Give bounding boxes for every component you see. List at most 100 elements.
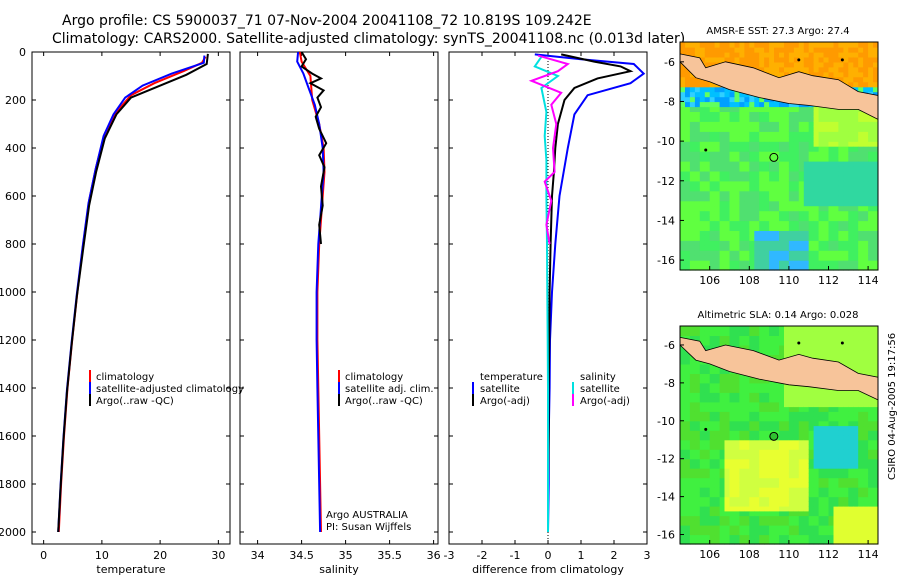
map-cell (734, 235, 740, 241)
map-cell (739, 401, 745, 408)
map-cell (734, 185, 740, 192)
map-cell (680, 235, 686, 241)
map-cell (764, 491, 770, 498)
map-cell (744, 444, 750, 450)
map-cell (689, 210, 696, 217)
map-cell (833, 225, 839, 231)
map-cell (788, 210, 795, 217)
map-cell (689, 260, 696, 266)
map-cell (828, 529, 834, 536)
map-cell (808, 349, 815, 355)
map-cell (823, 539, 829, 545)
map-cell (868, 161, 874, 167)
map-cell (734, 121, 740, 127)
map-cell (749, 180, 755, 187)
map-cell (689, 330, 696, 336)
map-cell (784, 345, 790, 351)
map-cell (853, 345, 859, 351)
map-cell (843, 345, 849, 351)
map-cell (704, 444, 711, 450)
map-cell (774, 111, 780, 117)
map-cell (729, 430, 735, 436)
map-cell (853, 335, 859, 341)
map-cell (808, 131, 815, 137)
map-cell (868, 501, 874, 507)
map-cell (798, 501, 805, 507)
map-cell (694, 131, 701, 137)
map-cell (779, 416, 785, 422)
map-cell (759, 510, 765, 517)
map-cell (744, 525, 750, 531)
map-cell (689, 86, 696, 93)
map-cell (709, 529, 716, 536)
map-cell (848, 260, 854, 266)
map-cell (729, 373, 735, 379)
map-cell (719, 121, 726, 127)
map-cell (754, 491, 760, 498)
map-cell (744, 255, 750, 261)
map-cell (749, 387, 755, 393)
map-cell (818, 501, 825, 507)
map-cell (739, 116, 745, 122)
map-cell (729, 151, 735, 157)
map-cell (764, 156, 770, 162)
map-cell (838, 539, 844, 545)
map-cell (813, 255, 820, 261)
map-cell (754, 225, 760, 231)
map-cell (724, 449, 730, 455)
map-cell (833, 515, 839, 521)
map-cell (734, 165, 740, 172)
map-cell (848, 225, 854, 231)
map-cell (793, 265, 800, 271)
map-cell (853, 61, 859, 68)
map-cell (808, 345, 815, 351)
map-cell (863, 245, 869, 251)
map-cell (704, 165, 711, 172)
map-cell (843, 235, 849, 241)
map-cell (680, 225, 686, 231)
map-cell (699, 525, 706, 531)
map-cell (699, 161, 706, 167)
map-cell (719, 42, 726, 48)
y-tick-label: 1400 (0, 382, 26, 395)
map-cell (699, 56, 706, 63)
map-cell (759, 520, 765, 526)
map-cell (680, 444, 686, 450)
map-cell (828, 454, 834, 460)
map-cell (729, 454, 735, 460)
map-cell (759, 250, 765, 256)
map-cell (714, 463, 721, 469)
map-cell (828, 56, 834, 63)
map-cell (699, 260, 706, 266)
series-line (300, 51, 328, 245)
map-cell (764, 411, 770, 417)
map-cell (744, 265, 750, 271)
map-cell (803, 61, 810, 68)
map-cell (689, 156, 696, 162)
map-cell (754, 136, 760, 142)
map-cell (848, 141, 854, 147)
map-cell (853, 151, 859, 157)
map-cell (694, 126, 701, 132)
map-cell (823, 340, 829, 346)
map-cell (784, 458, 790, 464)
map-cell (843, 326, 849, 332)
map-cell (853, 51, 859, 58)
map-cell (724, 401, 730, 408)
map-cell (833, 496, 839, 502)
map-cell (739, 345, 745, 351)
map-cell (808, 170, 815, 177)
map-cell (734, 439, 740, 445)
map-cell (764, 472, 770, 479)
map-cell (704, 373, 711, 379)
map-cell (685, 141, 691, 147)
map-cell (744, 510, 750, 517)
map-cell (813, 525, 820, 531)
map-cell (873, 185, 879, 192)
map-cell (689, 335, 696, 341)
map-cell (764, 180, 770, 187)
map-cell (754, 401, 760, 408)
map-cell (843, 501, 849, 507)
map-cell (704, 496, 711, 502)
map-cell (818, 185, 825, 192)
